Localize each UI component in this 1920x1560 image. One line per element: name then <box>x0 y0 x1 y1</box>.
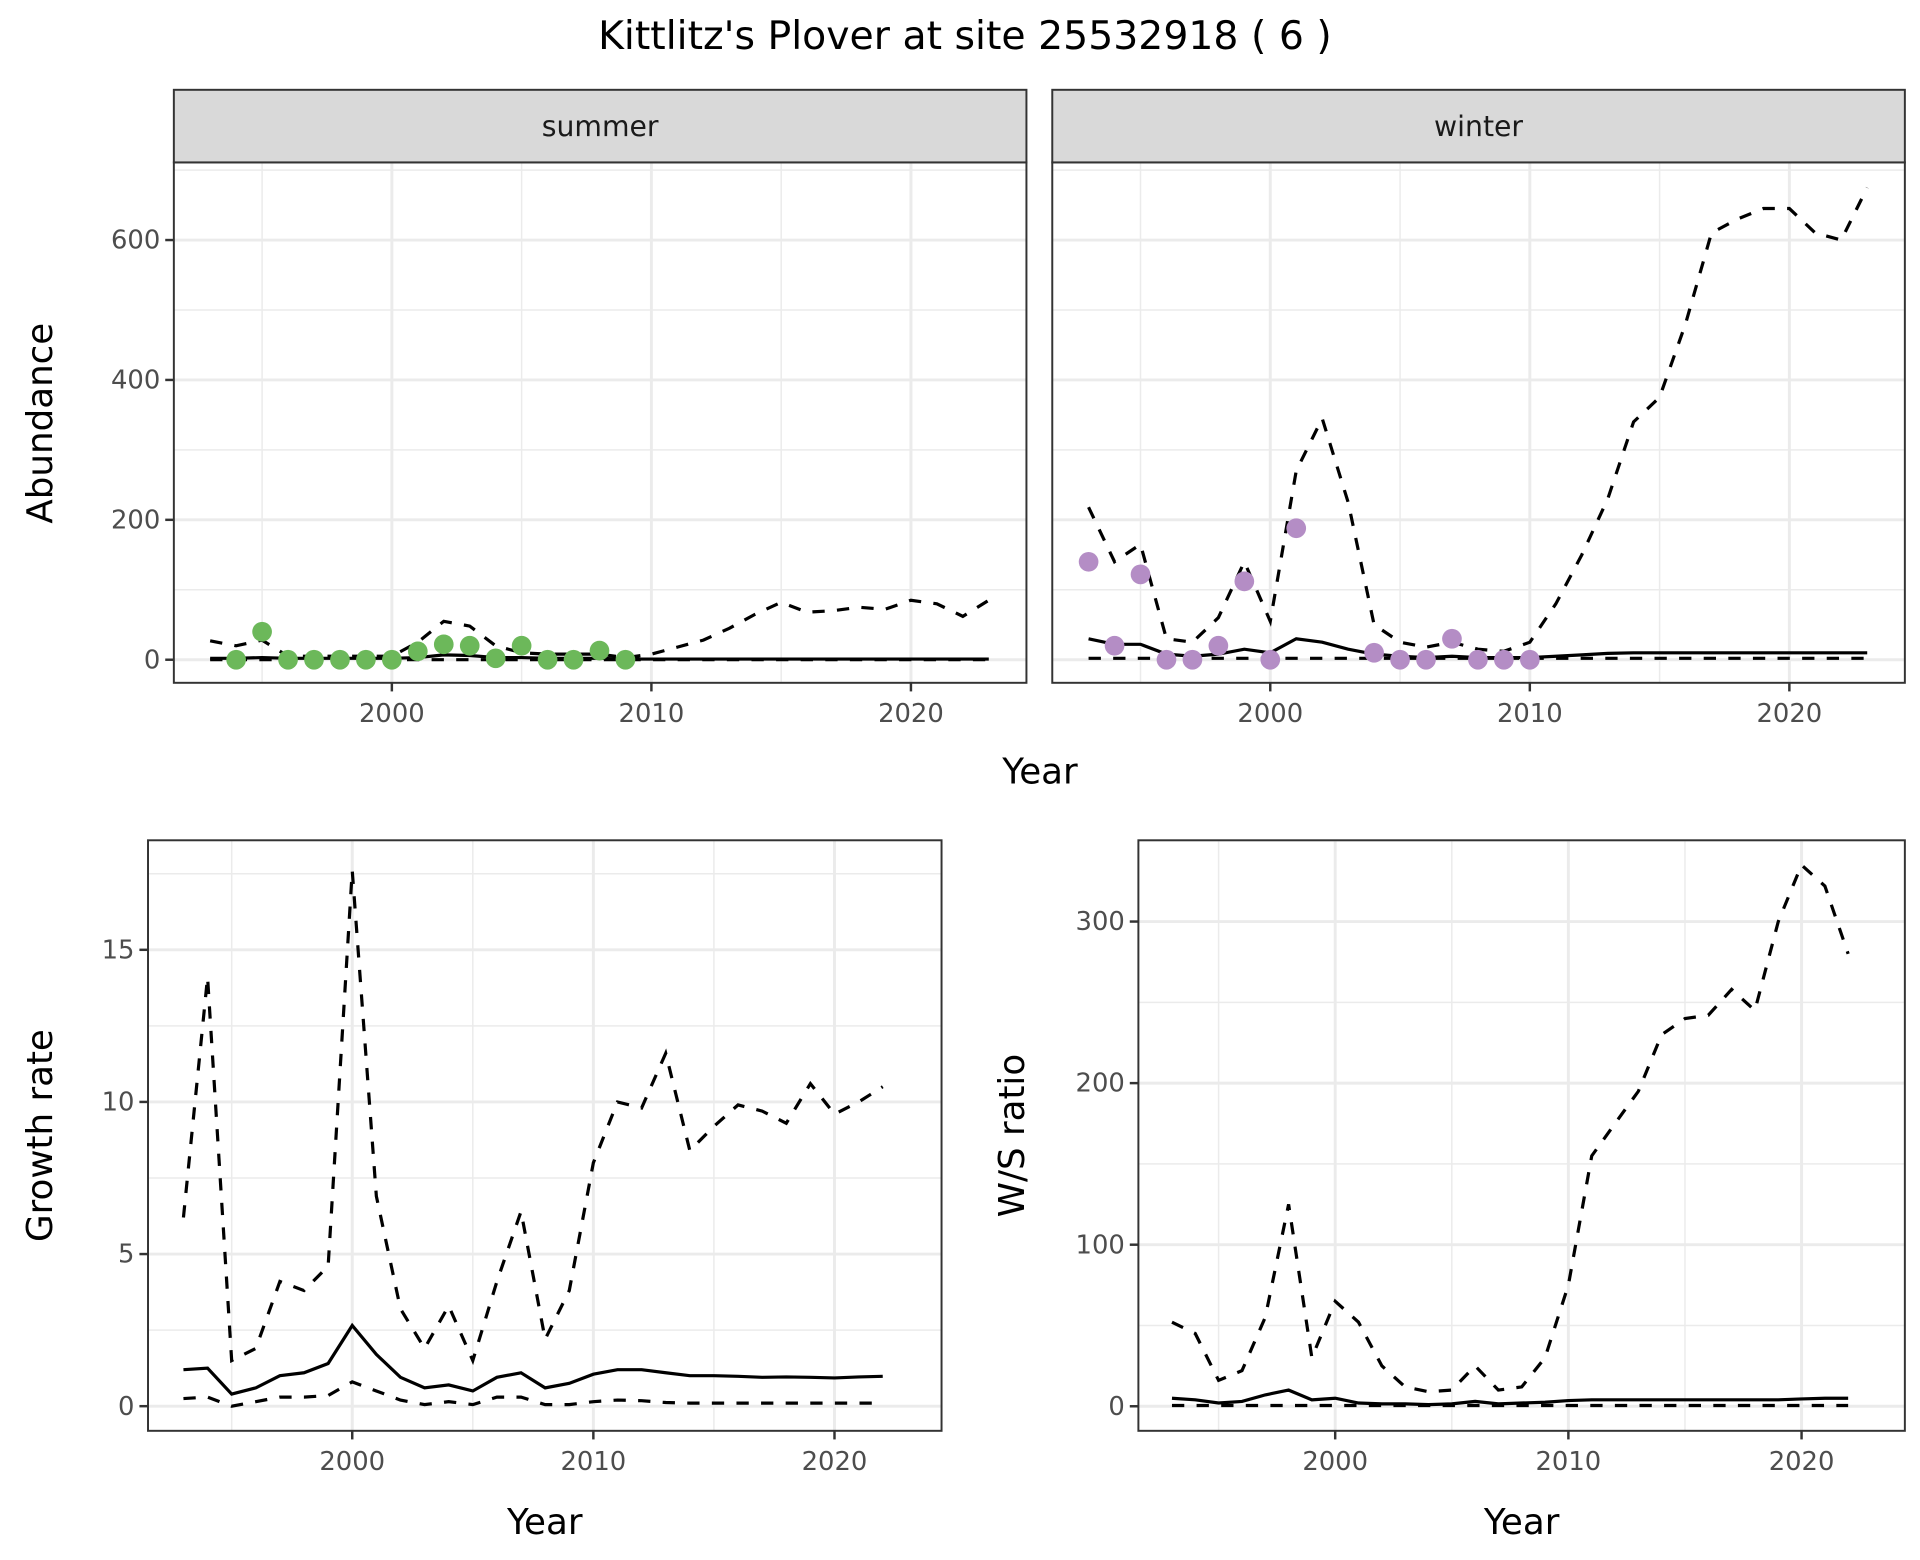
y-tick-label: 100 <box>1076 1230 1125 1260</box>
observed-count-point <box>1468 649 1488 670</box>
lower-bound-line <box>183 1380 883 1408</box>
observed-count-point <box>1208 635 1229 656</box>
median-line <box>183 1322 883 1396</box>
observed-count-point <box>278 649 298 670</box>
panel-winter: 2000 2010 2020 winter <box>1051 88 1906 729</box>
x-tick-label: 2000 <box>1302 1447 1368 1477</box>
x-tick-label: 2000 <box>1237 699 1303 729</box>
observed-count-point <box>226 649 246 670</box>
chart-title: Kittlitz's Plover at site 25532918 ( 6 ) <box>598 13 1332 59</box>
y-tick-label: 200 <box>1076 1069 1125 1099</box>
x-axis-title: Year <box>1483 1502 1560 1543</box>
plot-background <box>148 840 942 1431</box>
facet-strip <box>172 88 1028 164</box>
observed-count-point <box>1234 571 1255 592</box>
upper-bound-line <box>1087 186 1869 653</box>
x-tick-label: 2010 <box>560 1447 626 1477</box>
y-tick-label: 5 <box>118 1240 134 1270</box>
observed-count-point <box>1390 649 1410 670</box>
y-tick-label: 400 <box>111 366 160 396</box>
observed-count-point <box>330 649 350 670</box>
y-axis-title: W/S ratio <box>992 1054 1033 1217</box>
plot-background <box>173 162 1027 683</box>
observed-count-point <box>1156 649 1177 670</box>
y-tick-label: 0 <box>1108 1392 1124 1422</box>
panel-summer: 2000 2010 2020 0 200 400 600 summer <box>111 88 1028 729</box>
x-tick-label: 2010 <box>619 699 685 729</box>
observed-count-point <box>1519 649 1540 670</box>
observed-count-point <box>537 649 558 670</box>
y-tick-label: 300 <box>1076 907 1125 937</box>
median-line <box>1171 1388 1849 1407</box>
plot-background <box>1138 840 1905 1431</box>
x-tick-label: 2020 <box>802 1447 868 1477</box>
observed-count-point <box>1364 642 1384 663</box>
y-tick-label: 15 <box>102 935 135 965</box>
observed-count-point <box>1494 649 1514 670</box>
observed-count-point <box>1286 518 1307 539</box>
y-tick-label: 600 <box>111 226 160 256</box>
observed-count-point <box>1260 649 1281 670</box>
upper-bound-line <box>181 870 884 1366</box>
observed-count-point <box>1104 635 1125 656</box>
x-tick-label: 2020 <box>1756 699 1822 729</box>
y-axis-title-abundance: Abundance <box>20 323 61 524</box>
observed-count-point <box>615 649 636 670</box>
observed-count-point <box>1078 551 1099 572</box>
observed-count-point <box>511 635 532 656</box>
facet-strip-label: winter <box>1434 110 1523 143</box>
x-axis-title: Year <box>506 1502 583 1543</box>
x-tick-label: 2020 <box>1769 1447 1835 1477</box>
observed-count-point <box>459 635 480 656</box>
observed-count-point <box>407 641 428 662</box>
observed-count-point <box>252 621 272 642</box>
y-axis-title: Growth rate <box>20 1029 61 1242</box>
observed-count-point <box>1182 649 1203 670</box>
y-tick-label: 200 <box>111 505 160 535</box>
observed-count-point <box>1442 628 1462 649</box>
panel-panel-3: 2000 2010 2020 0 100 200 300 Year W/S ratio <box>992 839 1906 1543</box>
x-tick-label: 2020 <box>878 699 944 729</box>
observed-count-point <box>485 648 506 669</box>
x-tick-label: 2000 <box>359 699 425 729</box>
observed-count-point <box>433 634 454 655</box>
panel-border <box>147 839 943 1432</box>
upper-bound-line <box>1171 862 1850 1394</box>
x-tick-label: 2010 <box>1497 699 1563 729</box>
panel-panel-2: 2000 2010 2020 0 5 10 15 Year Growth rate <box>20 839 943 1543</box>
observed-count-point <box>1130 564 1151 585</box>
observed-count-point <box>589 640 610 661</box>
observed-count-point <box>304 649 324 670</box>
x-axis-title-abundance: Year <box>1001 752 1078 793</box>
panel-border <box>1137 839 1906 1432</box>
y-tick-label: 0 <box>144 645 160 675</box>
x-tick-label: 2010 <box>1536 1447 1602 1477</box>
observed-count-point <box>563 649 584 670</box>
observed-count-point <box>1416 649 1436 670</box>
y-tick-label: 0 <box>118 1392 134 1422</box>
observed-count-point <box>382 649 402 670</box>
x-tick-label: 2000 <box>319 1447 385 1477</box>
facet-strip-label: summer <box>542 110 659 143</box>
y-tick-label: 10 <box>102 1088 135 1118</box>
facet-strip <box>1051 88 1906 164</box>
observed-count-point <box>356 649 376 670</box>
plot-background <box>1052 162 1905 683</box>
